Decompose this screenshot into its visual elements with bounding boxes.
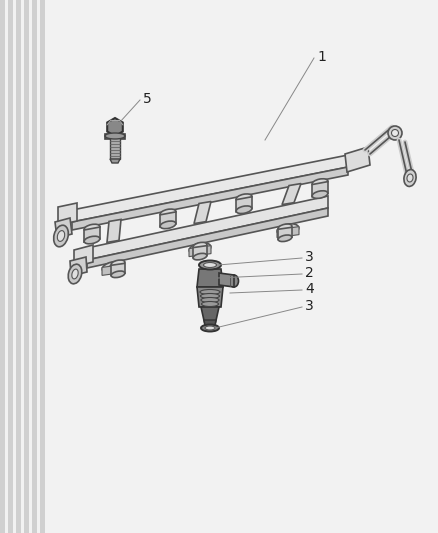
Ellipse shape [111, 260, 124, 266]
Bar [40, 0, 45, 533]
Polygon shape [193, 246, 207, 257]
Bar [32, 0, 37, 533]
Ellipse shape [102, 262, 124, 273]
Bar [8, 0, 13, 533]
Text: 3: 3 [304, 299, 313, 313]
Ellipse shape [57, 231, 64, 241]
Polygon shape [197, 269, 223, 287]
Polygon shape [277, 227, 291, 239]
Polygon shape [58, 203, 77, 225]
Polygon shape [219, 273, 233, 287]
Polygon shape [107, 118, 123, 136]
Text: 3: 3 [304, 250, 313, 264]
Polygon shape [74, 245, 93, 267]
Polygon shape [102, 264, 124, 276]
Polygon shape [87, 208, 327, 268]
Ellipse shape [205, 326, 215, 330]
Polygon shape [72, 155, 347, 222]
Polygon shape [105, 134, 125, 139]
Ellipse shape [276, 224, 298, 236]
Text: 2: 2 [304, 266, 313, 280]
Ellipse shape [111, 271, 124, 278]
Ellipse shape [311, 191, 327, 198]
Text: 4: 4 [304, 282, 313, 296]
Polygon shape [276, 227, 298, 238]
Ellipse shape [53, 225, 68, 247]
Polygon shape [87, 196, 327, 260]
Ellipse shape [229, 275, 238, 287]
Polygon shape [311, 182, 327, 197]
Polygon shape [72, 167, 347, 230]
Bar [24, 0, 29, 533]
Ellipse shape [84, 236, 99, 244]
Ellipse shape [278, 224, 291, 231]
Polygon shape [110, 159, 120, 163]
Text: 5: 5 [143, 92, 152, 106]
Polygon shape [159, 212, 176, 227]
Polygon shape [204, 320, 215, 325]
Ellipse shape [403, 169, 415, 187]
Ellipse shape [68, 264, 81, 284]
Ellipse shape [108, 265, 118, 270]
Polygon shape [197, 287, 223, 307]
Ellipse shape [391, 130, 398, 136]
Ellipse shape [160, 221, 176, 229]
Polygon shape [107, 220, 121, 243]
Polygon shape [111, 263, 125, 276]
Polygon shape [189, 246, 211, 256]
Polygon shape [201, 307, 219, 325]
Ellipse shape [198, 261, 220, 270]
Polygon shape [194, 201, 211, 224]
Polygon shape [55, 218, 72, 238]
Ellipse shape [160, 209, 176, 217]
Polygon shape [84, 227, 100, 242]
Ellipse shape [105, 133, 125, 139]
Ellipse shape [406, 174, 412, 182]
Ellipse shape [201, 325, 219, 332]
Ellipse shape [200, 294, 219, 298]
Ellipse shape [194, 246, 205, 251]
Polygon shape [110, 137, 120, 159]
Ellipse shape [193, 253, 206, 260]
Polygon shape [236, 197, 251, 212]
Bar [16, 0, 21, 533]
Text: 1: 1 [316, 50, 325, 64]
Ellipse shape [189, 243, 210, 254]
Ellipse shape [311, 179, 327, 187]
Ellipse shape [201, 297, 219, 303]
Ellipse shape [84, 224, 99, 232]
Ellipse shape [283, 227, 292, 232]
Polygon shape [281, 183, 300, 205]
Ellipse shape [236, 194, 251, 201]
Ellipse shape [72, 269, 78, 279]
Polygon shape [70, 257, 87, 276]
Ellipse shape [236, 206, 251, 214]
Ellipse shape [203, 262, 216, 268]
Ellipse shape [387, 126, 401, 140]
Ellipse shape [201, 302, 218, 306]
Ellipse shape [278, 235, 291, 241]
Bar [0, 0, 5, 533]
Ellipse shape [200, 289, 219, 295]
Ellipse shape [193, 243, 206, 249]
Polygon shape [344, 147, 369, 172]
